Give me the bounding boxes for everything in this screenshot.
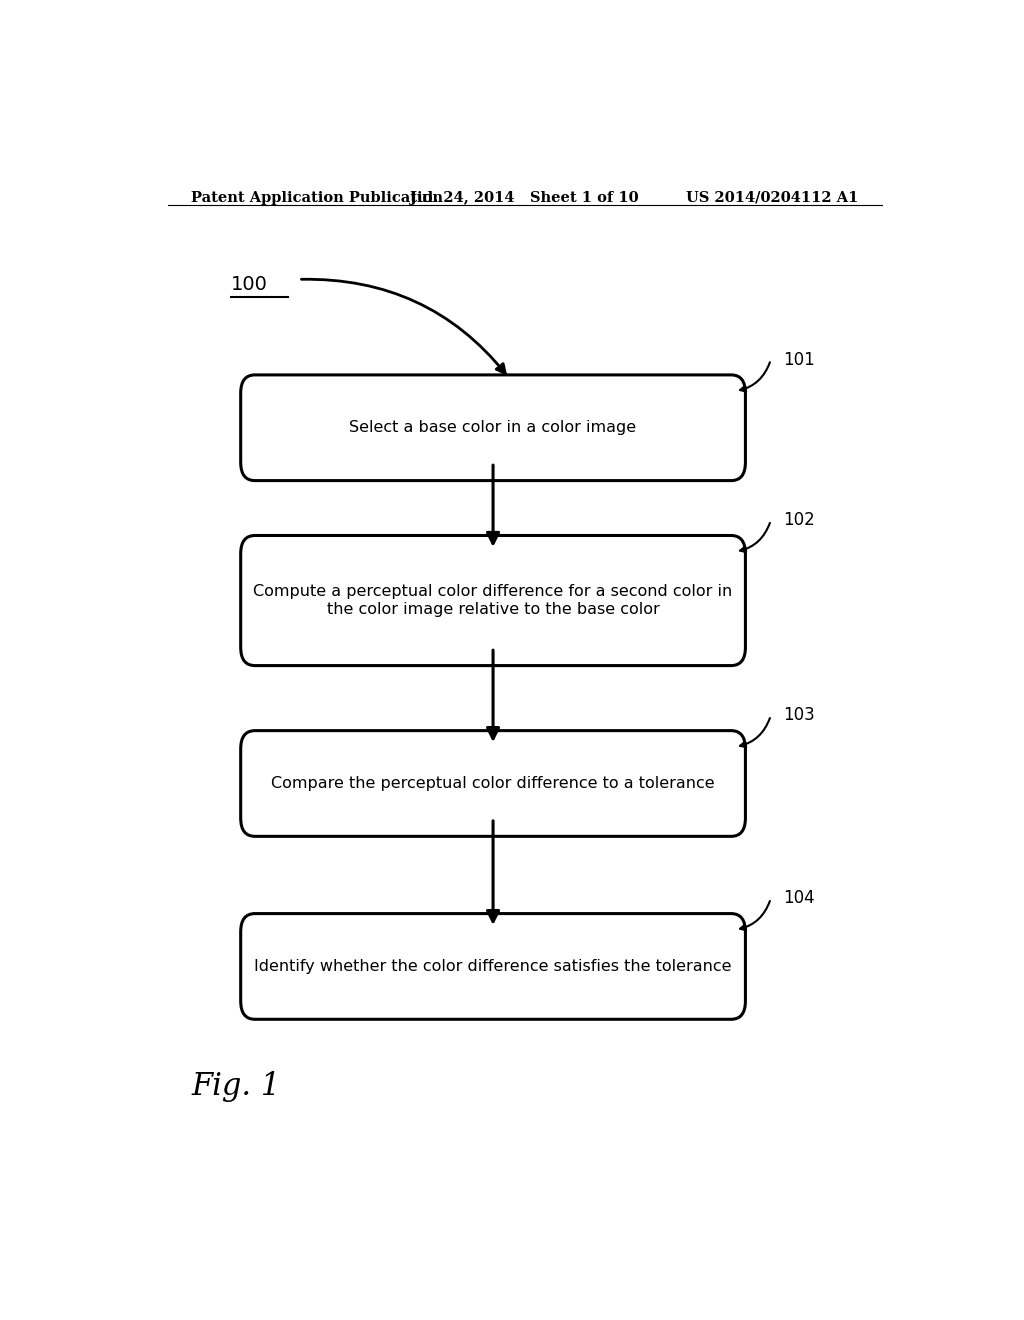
Text: US 2014/0204112 A1: US 2014/0204112 A1 <box>686 191 858 205</box>
Text: Identify whether the color difference satisfies the tolerance: Identify whether the color difference sa… <box>254 958 732 974</box>
Text: Compute a perceptual color difference for a second color in
the color image rela: Compute a perceptual color difference fo… <box>253 585 733 616</box>
FancyBboxPatch shape <box>241 731 745 837</box>
FancyBboxPatch shape <box>241 913 745 1019</box>
Text: 101: 101 <box>782 351 814 368</box>
Text: 104: 104 <box>782 890 814 907</box>
Text: 103: 103 <box>782 706 814 725</box>
Text: Patent Application Publication: Patent Application Publication <box>191 191 443 205</box>
Text: Jul. 24, 2014   Sheet 1 of 10: Jul. 24, 2014 Sheet 1 of 10 <box>411 191 639 205</box>
FancyBboxPatch shape <box>241 375 745 480</box>
Text: Fig. 1: Fig. 1 <box>191 1071 281 1102</box>
Text: Compare the perceptual color difference to a tolerance: Compare the perceptual color difference … <box>271 776 715 791</box>
Text: Select a base color in a color image: Select a base color in a color image <box>349 420 637 436</box>
Text: 100: 100 <box>231 275 268 294</box>
Text: 102: 102 <box>782 511 814 529</box>
FancyBboxPatch shape <box>241 536 745 665</box>
